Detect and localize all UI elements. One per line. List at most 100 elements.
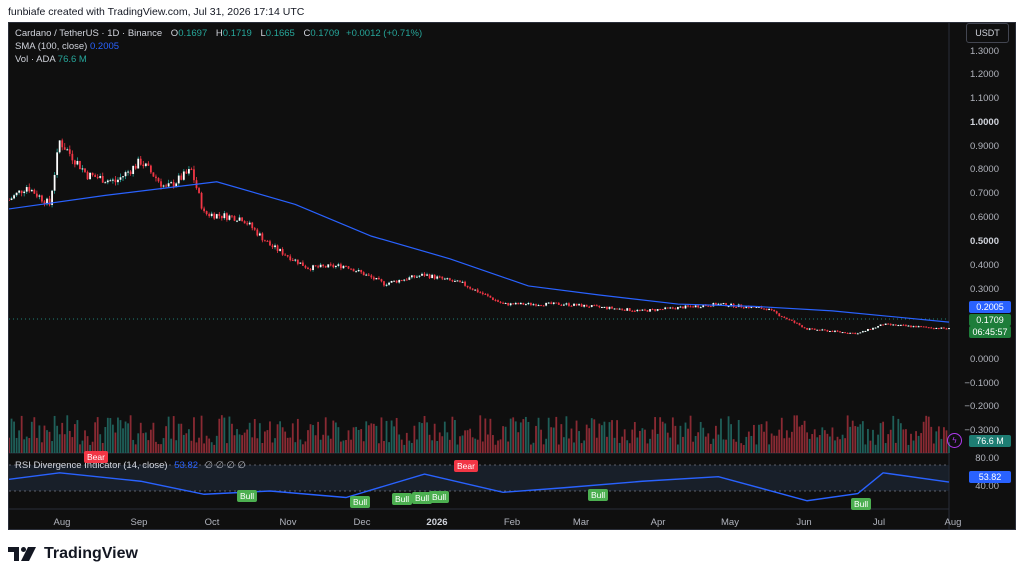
change-value: +0.0012 (+0.71%) — [346, 28, 423, 39]
candle-body — [160, 181, 162, 187]
candle-body — [236, 220, 238, 222]
bull-divergence-badge[interactable]: Bull — [429, 491, 450, 503]
rsi-label[interactable]: RSI Divergence Indicator (14, close) — [15, 460, 168, 471]
candle-body — [676, 306, 679, 310]
candle-body — [573, 303, 575, 306]
currency-button[interactable]: USDT — [966, 23, 1009, 43]
candle-body — [651, 309, 654, 311]
time-tick: Mar — [572, 517, 590, 528]
volume-bar — [687, 428, 689, 453]
candle-body — [258, 233, 261, 236]
candle-body — [413, 275, 416, 278]
candle-body — [35, 193, 38, 197]
candle-body — [882, 324, 885, 326]
bull-divergence-badge[interactable]: Bull — [588, 489, 609, 501]
candle-body — [370, 275, 373, 278]
volume-bar — [791, 431, 793, 453]
candle-body — [147, 163, 150, 166]
bear-divergence-badge[interactable]: Bear — [84, 451, 108, 463]
volume-price-label: 76.6 M — [969, 435, 1011, 447]
volume-bar — [882, 421, 885, 453]
candle-body — [796, 322, 798, 324]
bull-divergence-badge[interactable]: Bull — [412, 492, 433, 504]
volume-bar — [869, 440, 872, 453]
sma-line — [9, 181, 950, 323]
candle-body — [808, 328, 811, 330]
volume-label[interactable]: Vol · ADA — [15, 54, 56, 65]
candle-body — [304, 265, 307, 268]
candle-body — [920, 326, 923, 328]
candle-body — [560, 304, 563, 306]
candle-body — [251, 222, 254, 229]
volume-bar — [676, 444, 679, 453]
volume-bar — [806, 432, 809, 453]
volume-bar — [798, 426, 801, 453]
candle-body — [654, 309, 656, 311]
candle-body — [550, 302, 553, 304]
volume-bar — [317, 421, 320, 453]
bear-divergence-badge[interactable]: Bear — [454, 460, 478, 472]
candle-body — [702, 305, 705, 308]
volume-bar — [570, 428, 573, 453]
volume-bar — [783, 438, 786, 453]
volume-bar — [856, 426, 859, 453]
candle-body — [725, 303, 727, 307]
candle-body — [238, 217, 241, 221]
bull-divergence-badge[interactable]: Bull — [350, 496, 371, 508]
volume-bar — [299, 439, 302, 453]
candle-body — [122, 176, 124, 178]
candle-body — [446, 278, 449, 280]
bull-divergence-badge[interactable]: Bull — [851, 498, 872, 510]
candle-body — [81, 168, 84, 170]
chart-header-text: funbiafe created with TradingView.com, J… — [8, 6, 305, 18]
volume-bar — [398, 434, 401, 453]
candle-body — [839, 331, 841, 333]
volume-bar — [443, 421, 446, 453]
volume-bar — [628, 443, 631, 453]
sma-label[interactable]: SMA (100, close) — [15, 41, 88, 52]
volume-bar — [41, 442, 43, 453]
volume-bar — [193, 417, 195, 453]
candle-body — [182, 171, 185, 180]
volume-bar — [846, 415, 849, 453]
price-tick: −0.1000 — [964, 378, 999, 389]
candle-body — [661, 309, 664, 311]
volume-bar — [702, 427, 705, 453]
price-tick: 1.3000 — [969, 46, 999, 57]
candle-body — [228, 215, 231, 220]
candle-body — [575, 303, 578, 306]
bull-divergence-badge[interactable]: Bull — [392, 493, 413, 505]
candle-body — [269, 241, 271, 246]
volume-bar — [327, 435, 330, 453]
volume-bar — [182, 434, 185, 453]
candle-body — [124, 172, 127, 177]
volume-bar — [595, 437, 598, 453]
candle-body — [23, 191, 26, 194]
volume-bar — [403, 444, 406, 453]
candle-body — [509, 303, 512, 306]
candle-body — [666, 307, 669, 309]
candle-body — [43, 201, 46, 205]
volume-bar — [302, 444, 304, 453]
volume-bar — [818, 435, 821, 453]
candle-body — [20, 190, 23, 194]
symbol-title[interactable]: Cardano / TetherUS · 1D · Binance — [15, 28, 163, 39]
candle-body — [319, 264, 322, 268]
volume-bar — [611, 420, 613, 453]
tradingview-logo[interactable]: TradingView — [8, 545, 138, 563]
candle-body — [380, 279, 383, 282]
chart-canvas[interactable] — [9, 23, 1015, 529]
candle-body — [405, 279, 408, 281]
volume-bar — [669, 437, 672, 453]
volume-bar — [38, 425, 41, 453]
candle-body — [15, 192, 18, 196]
bull-divergence-badge[interactable]: Bull — [237, 490, 258, 502]
candle-body — [811, 328, 814, 330]
candle-body — [570, 305, 573, 307]
chart-frame[interactable]: Cardano / TetherUS · 1D · Binance O0.169… — [8, 22, 1016, 530]
volume-bar — [15, 437, 18, 453]
volume-bar — [514, 421, 517, 453]
volume-bar — [81, 440, 84, 453]
alert-icon[interactable]: ϟ — [947, 433, 962, 448]
time-tick: Jul — [872, 517, 886, 528]
